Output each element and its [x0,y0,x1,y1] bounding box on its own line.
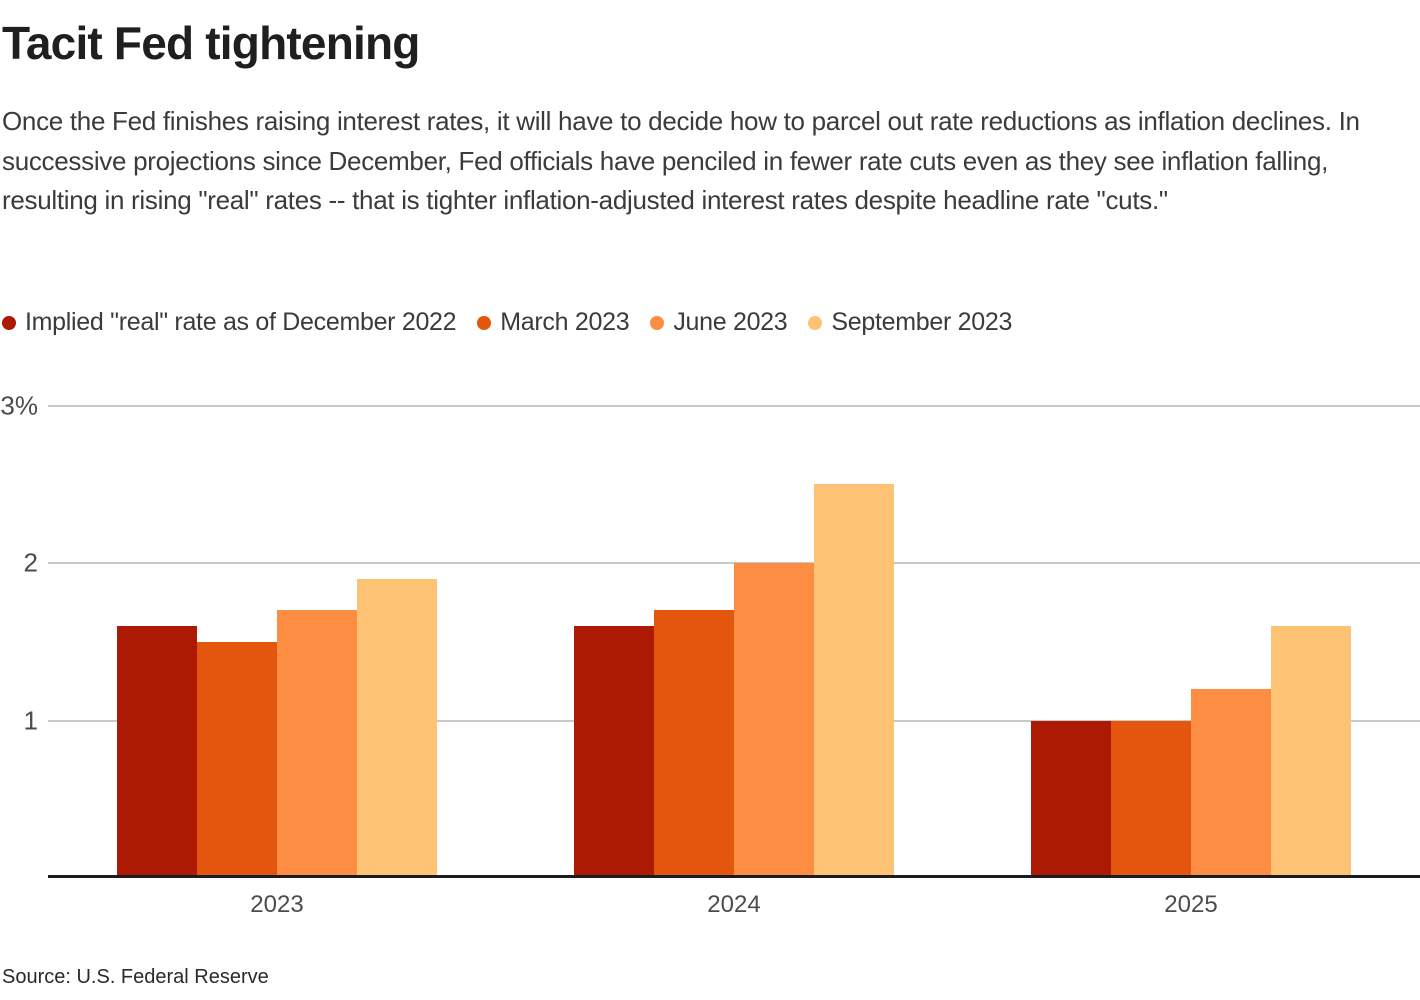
legend-item: June 2023 [650,308,788,337]
source-note: Source: U.S. Federal Reserve [2,966,269,988]
legend-label: Implied "real" rate as of December 2022 [25,308,457,336]
page-title: Tacit Fed tightening [2,17,420,69]
x-axis-label: 2025 [1164,891,1218,918]
legend-label: September 2023 [831,308,1013,336]
bar [1191,689,1271,878]
bar [1111,720,1191,878]
x-axis-labels: 2023 2024 2025 [0,891,1420,923]
legend-swatch-icon [2,315,16,330]
bar [117,626,197,878]
legend-item: March 2023 [477,308,630,337]
legend-label: June 2023 [673,308,788,336]
bar [814,484,894,878]
bar [1031,720,1111,878]
x-axis-label: 2024 [707,891,761,918]
bar-chart: 3% 2 1 [0,390,1420,878]
legend-swatch-icon [808,315,823,330]
bar [734,563,814,878]
y-axis-tick-label: 3% [0,390,38,420]
bar-group [1031,405,1351,878]
legend-swatch-icon [650,315,665,330]
bar [574,626,654,878]
y-axis-tick-label: 2 [23,547,38,578]
chart-description: Once the Fed finishes raising interest r… [2,106,1360,215]
chart-legend: Implied "real" rate as of December 2022 M… [2,308,1012,337]
bar-group [574,405,894,878]
bar [357,578,437,878]
bar-group [117,405,437,878]
bar [1271,626,1351,878]
x-axis-label: 2023 [250,891,304,918]
bar [654,610,734,878]
legend-item: Implied "real" rate as of December 2022 [2,308,457,337]
legend-label: March 2023 [500,308,630,336]
y-axis-tick-label: 1 [23,705,38,735]
x-axis-line [48,875,1420,878]
legend-swatch-icon [477,315,492,330]
gridline [48,404,1420,407]
legend-item: September 2023 [808,308,1012,337]
bar [197,641,277,878]
bar [277,610,357,878]
